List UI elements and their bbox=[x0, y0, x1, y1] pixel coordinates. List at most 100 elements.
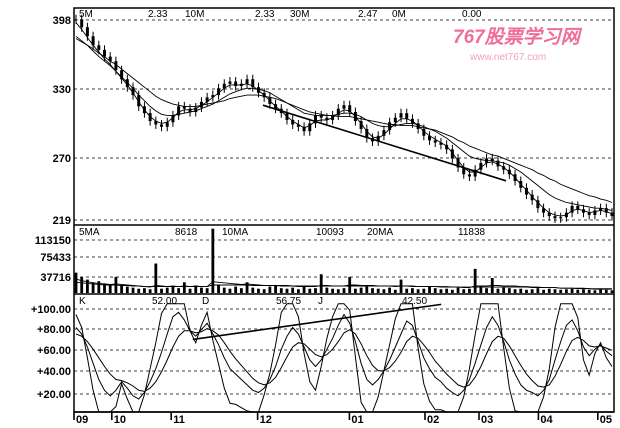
panel-header-label: 52.00 bbox=[152, 296, 177, 307]
volume-bar bbox=[433, 288, 437, 293]
y-tick-label: 37716 bbox=[40, 272, 71, 284]
volume-bar bbox=[593, 290, 597, 293]
price-candle bbox=[422, 129, 426, 136]
y-tick-label: +100.00 bbox=[31, 304, 71, 316]
price-candle bbox=[365, 129, 369, 139]
price-candle bbox=[302, 126, 306, 132]
volume-bar bbox=[239, 288, 243, 293]
y-tick-label: 270 bbox=[53, 153, 71, 165]
kdj-J-line bbox=[75, 303, 613, 413]
volume-bar bbox=[599, 289, 602, 293]
price-candle bbox=[97, 45, 101, 50]
volume-bar bbox=[422, 288, 426, 293]
price-candle bbox=[382, 130, 386, 136]
price-ma_xlong-line bbox=[75, 38, 613, 203]
panel-header-label: 8618 bbox=[175, 227, 198, 238]
volume-bar bbox=[296, 289, 300, 293]
price-candle bbox=[131, 87, 135, 96]
watermark-url: www.net767.com bbox=[469, 52, 546, 63]
volume-bar bbox=[251, 287, 255, 293]
panel-header-label: 20MA bbox=[367, 227, 393, 238]
price-candle bbox=[450, 149, 454, 159]
volume-bar bbox=[137, 288, 141, 293]
price-candle bbox=[205, 97, 209, 102]
volume-bar bbox=[365, 286, 369, 293]
volume-bar bbox=[285, 288, 289, 293]
y-tick-label: 75433 bbox=[40, 252, 71, 264]
volume-bar bbox=[108, 284, 112, 293]
panel-header-label: 5MA bbox=[79, 227, 100, 238]
panel-header-label: 30M bbox=[290, 9, 309, 20]
price-candle bbox=[234, 81, 238, 87]
price-candle bbox=[160, 124, 164, 127]
volume-bar bbox=[450, 289, 454, 293]
volume-bar bbox=[148, 289, 152, 293]
volume-bar bbox=[325, 287, 329, 293]
price-candle bbox=[154, 121, 158, 125]
panel-KDJ: K 52.00 D 56.75 J 42.50 +100.00 +80.00 +60.00 +40… bbox=[31, 293, 614, 413]
price-candle bbox=[445, 144, 449, 150]
volume-bar bbox=[456, 287, 460, 293]
y-tick-label: +20.00 bbox=[37, 389, 71, 401]
volume-bar bbox=[359, 287, 363, 293]
volume-bar bbox=[228, 288, 232, 293]
volume-bar bbox=[165, 287, 169, 293]
month-label: 02 bbox=[427, 414, 439, 426]
watermark-title: 767股票学习网 bbox=[453, 26, 583, 48]
volume-bar bbox=[468, 288, 471, 293]
volume-bar bbox=[103, 283, 106, 293]
month-label: 12 bbox=[260, 414, 272, 426]
volume-bar bbox=[428, 286, 431, 293]
volume-bar bbox=[536, 288, 540, 293]
volume-bar bbox=[222, 287, 226, 293]
volume-bar bbox=[376, 288, 380, 293]
volume-bar bbox=[245, 282, 249, 293]
volume-bar bbox=[308, 288, 312, 293]
price-candle bbox=[524, 187, 528, 195]
volume-bar bbox=[125, 286, 129, 293]
volume-bar bbox=[502, 287, 506, 293]
price-candle bbox=[165, 122, 169, 127]
volume-bar bbox=[382, 289, 386, 293]
price-candle bbox=[553, 216, 557, 219]
price-candle bbox=[177, 106, 181, 116]
panel-header-label: 2.33 bbox=[255, 9, 275, 20]
price-candle bbox=[336, 108, 340, 116]
price-candle bbox=[251, 79, 255, 88]
volume-bar bbox=[154, 263, 158, 293]
month-label: 09 bbox=[76, 414, 88, 426]
volume-bar bbox=[542, 289, 545, 293]
price-candle bbox=[222, 83, 226, 89]
price-candle bbox=[547, 212, 551, 217]
volume-bar bbox=[416, 289, 420, 293]
panel-header-label: 11838 bbox=[458, 227, 486, 238]
volume-bar bbox=[80, 276, 84, 293]
volume-bar bbox=[257, 288, 260, 293]
price-candle bbox=[188, 108, 192, 113]
price-candle bbox=[348, 105, 352, 113]
month-label: 04 bbox=[540, 414, 553, 426]
price-candle bbox=[496, 160, 500, 167]
volume-bar bbox=[473, 268, 477, 293]
price-candle bbox=[359, 121, 363, 130]
volume-bar bbox=[587, 289, 591, 293]
panel-header-label: 10093 bbox=[316, 227, 344, 238]
price-candle bbox=[342, 105, 346, 109]
price-candle bbox=[91, 36, 95, 46]
volume-bar bbox=[262, 289, 266, 293]
volume-bar bbox=[342, 288, 346, 293]
panel-header-label: 0M bbox=[392, 9, 406, 20]
month-label: 10 bbox=[114, 414, 126, 426]
price-candle bbox=[570, 205, 574, 213]
y-tick-label: +40.00 bbox=[37, 366, 71, 378]
volume-ma_long-line bbox=[75, 281, 612, 290]
volume-bar bbox=[302, 286, 306, 293]
volume-bar bbox=[91, 282, 95, 293]
price-candle bbox=[393, 117, 397, 123]
volume-bar bbox=[336, 289, 340, 293]
panel-header-label: K bbox=[79, 296, 86, 307]
volume-bar bbox=[439, 289, 443, 293]
price-candle bbox=[376, 135, 380, 142]
price-candle bbox=[228, 81, 232, 84]
price-candle bbox=[182, 106, 186, 109]
